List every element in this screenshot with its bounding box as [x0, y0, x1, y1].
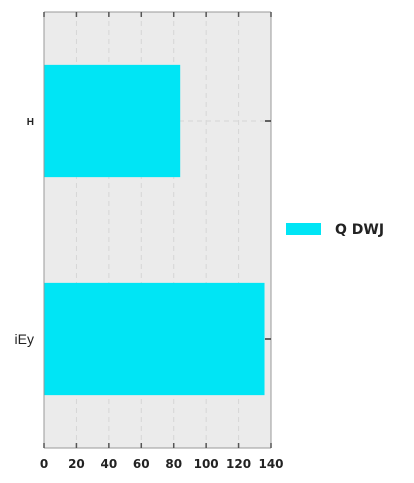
- x-tick-label: 100: [194, 457, 219, 471]
- y-category-label: H: [27, 117, 34, 128]
- x-tick-label: 80: [165, 457, 182, 471]
- x-tick-label: 140: [258, 457, 283, 471]
- x-tick-label: 60: [133, 457, 150, 471]
- x-tick-label: 20: [68, 457, 85, 471]
- bar: [44, 64, 181, 178]
- legend-swatch: [286, 223, 321, 235]
- x-tick-label: 120: [226, 457, 251, 471]
- x-tick-label: 40: [101, 457, 118, 471]
- bar: [44, 282, 265, 396]
- legend: Q DWJ: [286, 222, 384, 238]
- legend-label: Q DWJ: [335, 222, 384, 238]
- bars: [44, 64, 265, 396]
- x-axis-ticks: 0 20 40 60 80 100 120 140: [40, 12, 284, 471]
- y-category-label: iEy: [15, 331, 34, 347]
- x-tick-label: 0: [40, 457, 48, 471]
